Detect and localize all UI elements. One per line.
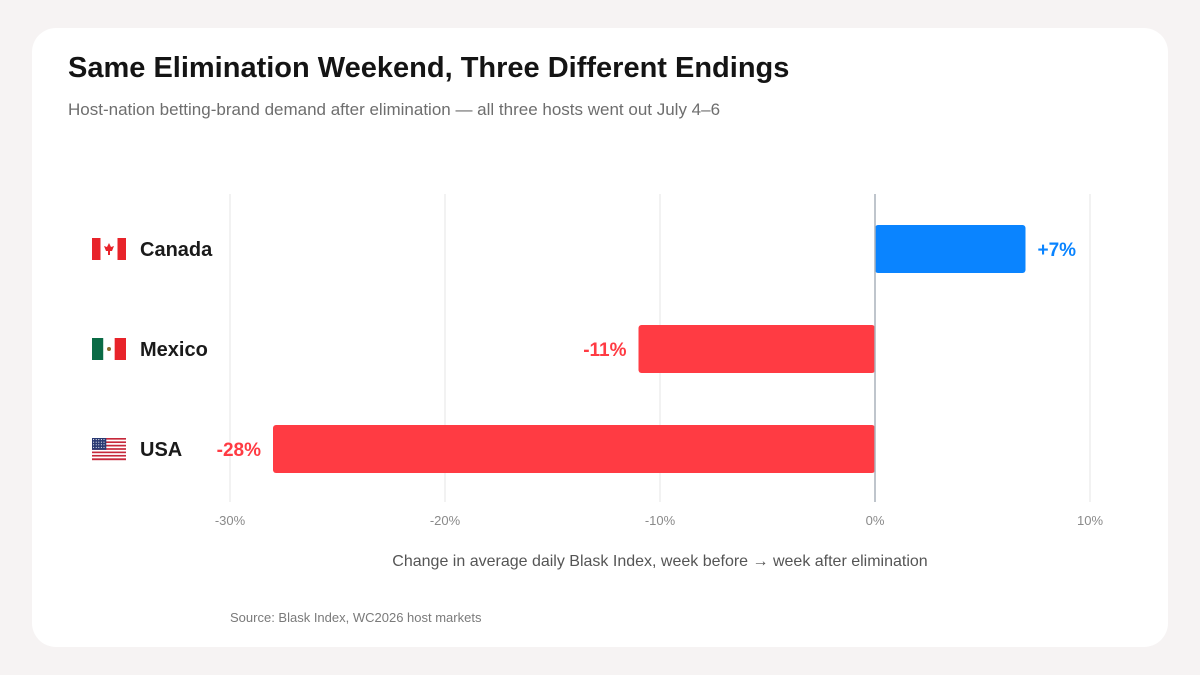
x-axis-title: Change in average daily Blask Index, wee… (392, 553, 927, 570)
source-note: Source: Blask Index, WC2026 host markets (230, 610, 482, 625)
mexico-flag-icon (92, 338, 126, 360)
x-tick-label: -30% (215, 513, 246, 528)
category-label: Canada (140, 239, 213, 261)
x-tick-label: 10% (1077, 513, 1103, 528)
chart-title: Same Elimination Weekend, Three Differen… (68, 52, 790, 84)
bar (638, 325, 875, 373)
x-tick-label: -20% (430, 513, 461, 528)
chart-card: Same Elimination Weekend, Three Differen… (32, 28, 1168, 647)
bar (875, 225, 1026, 273)
x-tick-label: -10% (645, 513, 676, 528)
bar (273, 425, 875, 473)
data-label: -28% (217, 440, 261, 461)
data-label: +7% (1038, 240, 1077, 261)
x-tick-label: 0% (866, 513, 885, 528)
usa-flag-icon (92, 438, 126, 461)
category-label: USA (140, 439, 182, 461)
bar-chart: -30% -20% -10% 0% 10% +7% Canada -11% Mexico -28%… (92, 194, 1103, 570)
data-label: -11% (583, 340, 626, 361)
canada-flag-icon (92, 238, 126, 260)
chart-subtitle: Host-nation betting-brand demand after e… (68, 100, 721, 119)
category-label: Mexico (140, 339, 208, 361)
